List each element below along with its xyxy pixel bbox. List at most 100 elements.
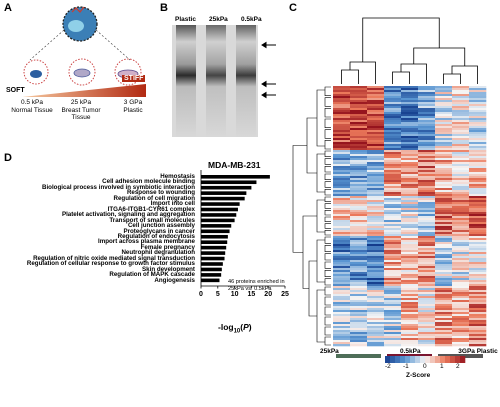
heatmap-cell [333,178,351,181]
heatmap-cell [452,98,470,101]
heatmap-cell [435,114,453,117]
heatmap-cell [401,222,419,225]
heatmap-cell [452,86,470,89]
heatmap-cell [401,336,419,339]
heatmap-cell [469,192,487,195]
heatmap-cell [469,98,487,101]
heatmap-cell [350,344,368,347]
heatmap-cell [367,262,385,265]
heatmap-cell [435,86,453,89]
heatmap-cell [418,122,436,125]
heatmap-cell [469,272,487,275]
heatmap-cell [469,160,487,163]
heatmap-cell [452,134,470,137]
heatmap-cell [435,194,453,197]
heatmap-cell [469,222,487,225]
heatmap-cell [452,148,470,151]
heatmap-cell [452,268,470,271]
heatmap-cell [435,226,453,229]
heatmap-cell [350,270,368,273]
heatmap-cell [418,90,436,93]
colorbar-title: Z-Score [406,372,431,379]
heatmap-cell [435,192,453,195]
heatmap-cell [401,144,419,147]
heatmap-cell [333,220,351,223]
heatmap-cell [401,304,419,307]
colorbar-step [385,356,391,363]
heatmap-cell [350,324,368,327]
heatmap-cell [435,256,453,259]
heatmap-cell [350,188,368,191]
heatmap-cell [384,118,402,121]
heatmap-cell [452,118,470,121]
heatmap-cell [384,178,402,181]
heatmap-cell [367,100,385,103]
heatmap-cell [452,180,470,183]
heatmap-cell [384,326,402,329]
heatmap-cell [350,336,368,339]
heatmap-cell [401,186,419,189]
heatmap-cell [452,124,470,127]
dendrogram-link [316,199,325,233]
heatmap-cell [367,160,385,163]
heatmap-cell [367,276,385,279]
heatmap-cell [367,154,385,157]
heatmap-cell [418,164,436,167]
heatmap-cell [333,182,351,185]
heatmap-cell [469,156,487,159]
heatmap-cell [350,300,368,303]
heatmap-cell [401,122,419,125]
heatmap-cell [452,224,470,227]
heatmap-cell [333,258,351,261]
heatmap-cell [452,272,470,275]
heatmap-cell [401,202,419,205]
heatmap-cell [367,278,385,281]
heatmap-cell [452,116,470,119]
heatmap-cell [418,154,436,157]
heatmap-cell [435,96,453,99]
heatmap-cell [469,168,487,171]
heatmap-cell [418,98,436,101]
heatmap-cell [367,90,385,93]
heatmap-cell [367,110,385,113]
heatmap-cell [452,166,470,169]
heatmap-cell [401,192,419,195]
heatmap-cell [418,196,436,199]
heatmap-cell [367,150,385,153]
gel-lane-1 [176,25,196,137]
heatmap-cell [418,342,436,345]
heatmap-cell [367,290,385,293]
heatmap-cell [452,202,470,205]
heatmap-cell [452,342,470,345]
heatmap-cell [469,340,487,343]
heatmap-cell [384,214,402,217]
heatmap-cell [469,336,487,339]
heatmap-cell [367,202,385,205]
colorbar-step [450,356,456,363]
heatmap-cell [367,96,385,99]
heatmap-cell [350,200,368,203]
heatmap-cell [350,94,368,97]
heatmap-cell [452,150,470,153]
heatmap-cell [367,138,385,141]
heatmap-cells [333,86,487,347]
heatmap-cell [469,292,487,295]
heatmap-cell [435,338,453,341]
heatmap-cell [452,270,470,273]
heatmap-cell [469,184,487,187]
heatmap-cell [384,184,402,187]
heatmap-cell [452,94,470,97]
heatmap-cell [333,318,351,321]
heatmap-cell [452,190,470,193]
heatmap-cell [469,294,487,297]
dendrogram-link [324,216,331,222]
heatmap-cell [418,278,436,281]
heatmap-cell [333,160,351,163]
heatmap-cell [384,112,402,115]
heatmap-cell [384,278,402,281]
heatmap-cell [418,178,436,181]
heatmap-cell [452,140,470,143]
heatmap-cell [333,232,351,235]
heatmap-cell [333,246,351,249]
heatmap-cell [350,126,368,129]
